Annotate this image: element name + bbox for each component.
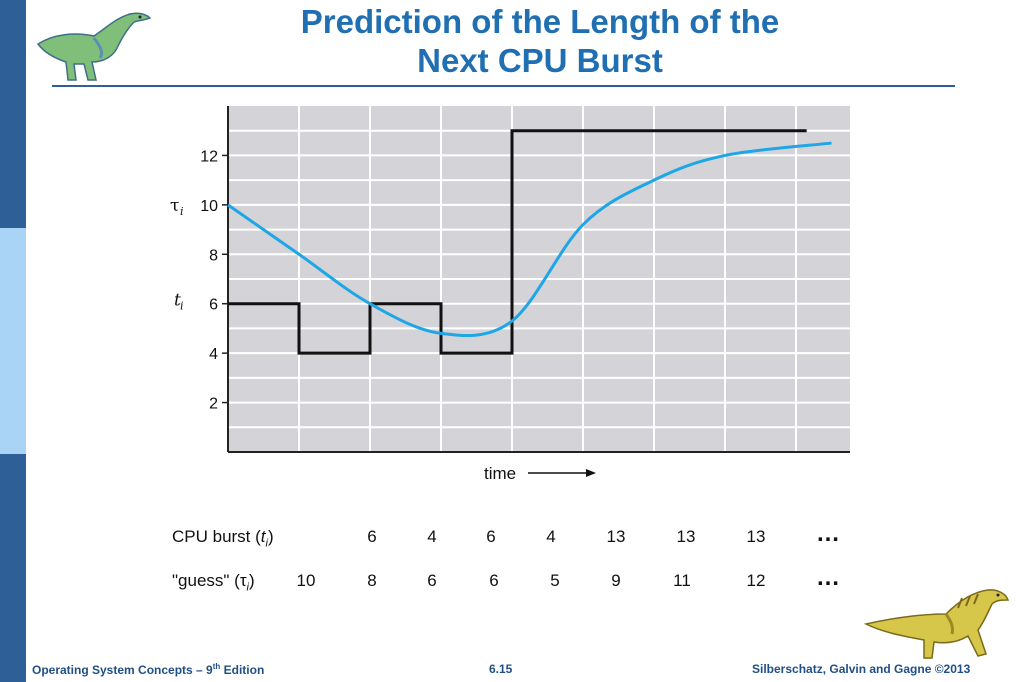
guess-ellipsis: … xyxy=(816,564,841,591)
t-label-subscript: i xyxy=(180,300,184,313)
cpu-burst-value: 13 xyxy=(746,527,766,546)
sidebar-bar-highlight xyxy=(0,228,26,454)
x-axis-label: time xyxy=(484,464,516,483)
y-tick-label: 4 xyxy=(209,346,218,363)
tau-label: τ xyxy=(170,196,179,216)
cpu-burst-value: 4 xyxy=(427,527,437,546)
cpu-burst-value: 13 xyxy=(676,527,696,546)
guess-label: "guess" (τi) xyxy=(172,571,255,594)
footer-authors: Silberschatz, Galvin and Gagne ©2013 xyxy=(752,662,971,676)
dinosaur-logo-bottom-icon xyxy=(863,589,1010,659)
dinosaur-logo-top-icon xyxy=(36,12,152,81)
title-divider xyxy=(52,85,955,87)
title-line-1: Prediction of the Length of the xyxy=(300,3,780,40)
guess-value: 12 xyxy=(746,571,766,590)
cpu-burst-label: CPU burst (ti) xyxy=(172,527,274,550)
guess-value: 11 xyxy=(673,571,691,590)
title-line-2: Next CPU Burst xyxy=(417,42,663,79)
guess-value: 10 xyxy=(296,571,316,590)
cpu-burst-value: 4 xyxy=(546,527,556,546)
guess-value: 8 xyxy=(367,571,377,590)
y-tick-label: 6 xyxy=(209,297,218,314)
guess-value: 6 xyxy=(489,571,499,590)
series-guess-curve xyxy=(227,141,832,337)
t-label: t xyxy=(174,291,181,311)
guess-value: 5 xyxy=(550,571,560,590)
y-tick-label: 8 xyxy=(209,247,218,264)
y-tick-label: 12 xyxy=(200,148,218,165)
guess-value: 9 xyxy=(611,571,621,590)
series-cpu-burst-line xyxy=(228,129,807,355)
slide-title: Prediction of the Length of the Next CPU… xyxy=(230,2,850,80)
y-tick-label: 2 xyxy=(209,396,218,413)
time-arrowhead-icon xyxy=(586,469,596,477)
cpu-burst-value: 6 xyxy=(367,527,377,546)
cpu-burst-value: 13 xyxy=(606,527,626,546)
footer-book-title: Operating System Concepts – 9th Edition xyxy=(32,662,265,677)
cpu-burst-value: 6 xyxy=(486,527,496,546)
footer-page-number: 6.15 xyxy=(489,662,513,676)
cpu-burst-ellipsis: … xyxy=(816,520,841,547)
y-tick-label: 10 xyxy=(200,198,218,215)
tau-label-subscript: i xyxy=(180,205,184,218)
guess-value: 6 xyxy=(427,571,437,590)
